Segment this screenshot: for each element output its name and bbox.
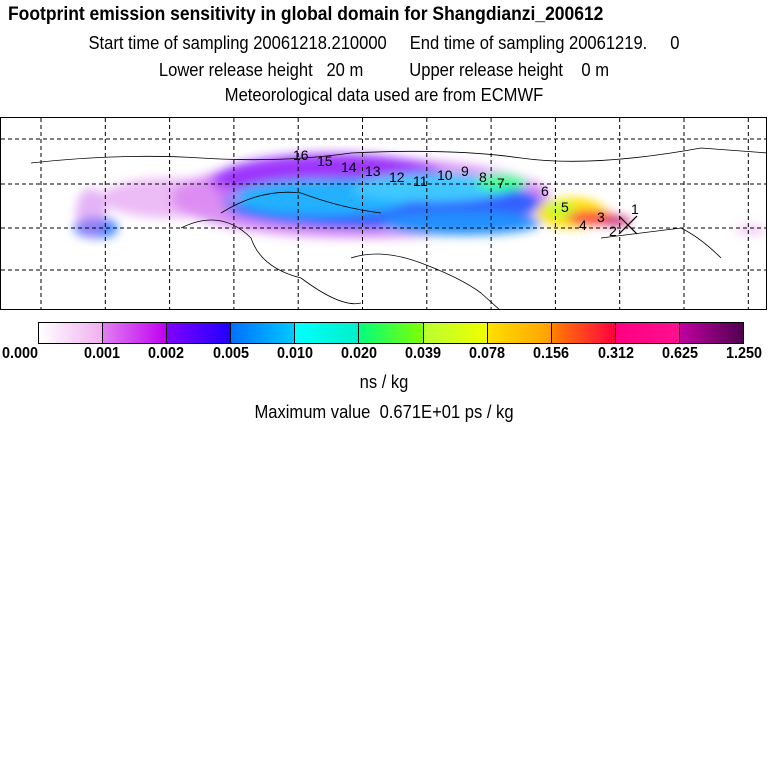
colorbar-segment (359, 323, 424, 343)
map-canvas: 16 15 14 13 12 11 10 9 8 7 654 321 (1, 118, 766, 309)
trajectory-label: 3 (597, 209, 605, 225)
trajectory-label: 16 (293, 147, 309, 163)
trajectory-labels: 16 15 14 13 12 11 10 9 8 7 654 321 (293, 147, 639, 239)
colorbar-tick-label: 0.078 (469, 345, 506, 362)
colorbar-tick-label: 0.010 (276, 345, 313, 362)
footprint-map: 16 15 14 13 12 11 10 9 8 7 6 5 4 3 2 1 (0, 117, 767, 310)
colorbar-segment (615, 323, 680, 343)
colorbar-segment (487, 323, 552, 343)
trajectory-label: 8 (479, 169, 487, 185)
colorbar-segment (423, 323, 488, 343)
plot-title: Footprint emission sensitivity in global… (8, 4, 604, 25)
trajectory-label: 14 (341, 159, 357, 175)
colorbar-segment (679, 323, 744, 343)
trajectory-label: 12 (389, 169, 405, 185)
trajectory-label: 2 (609, 223, 617, 239)
colorbar-tick-label: 0.039 (405, 345, 442, 362)
colorbar-tick-label: 0.156 (533, 345, 570, 362)
release-height-line: Lower release height 20 m Upper release … (158, 60, 610, 80)
colorbar-segment (551, 323, 616, 343)
colorbar-segment (39, 323, 104, 343)
sampling-time-line: Start time of sampling 20061218.210000 E… (88, 33, 680, 53)
maximum-value: Maximum value 0.671E+01 ps / kg (254, 402, 514, 422)
met-data-line: Meteorological data used are from ECMWF (224, 85, 544, 105)
colorbar-segment (231, 323, 296, 343)
trajectory-label: 4 (579, 217, 587, 233)
colorbar-segment (103, 323, 168, 343)
trajectory-label: 7 (497, 175, 505, 191)
colorbar-tick-label: 0.000 (1, 345, 39, 362)
trajectory-label: 9 (461, 163, 469, 179)
colorbar (38, 322, 744, 344)
trajectory-label: 15 (317, 153, 333, 169)
trajectory-label: 10 (437, 167, 453, 183)
colorbar-segment (295, 323, 360, 343)
trajectory-label: 1 (631, 201, 639, 217)
trajectory-label: 11 (413, 173, 428, 189)
trajectory-label: 13 (365, 163, 381, 179)
station-marker-icon (618, 215, 638, 235)
colorbar-tick-label: 0.005 (212, 345, 249, 362)
coastlines (30, 147, 766, 309)
colorbar-tick-label: 0.312 (597, 345, 634, 362)
trajectory-label: 5 (561, 199, 569, 215)
trajectory-label: 6 (541, 183, 549, 199)
colorbar-tick-label: 0.625 (661, 345, 698, 362)
colorbar-tick-label: 0.001 (84, 345, 121, 362)
lat-lon-grid (1, 118, 766, 309)
sensitivity-field (74, 153, 766, 238)
colorbar-segment (167, 323, 232, 343)
colorbar-tick-label: 0.002 (148, 345, 185, 362)
colorbar-tick-label: 1.250 (725, 345, 763, 362)
colorbar-tick-label: 0.020 (340, 345, 377, 362)
colorbar-unit: ns / kg (359, 372, 409, 392)
